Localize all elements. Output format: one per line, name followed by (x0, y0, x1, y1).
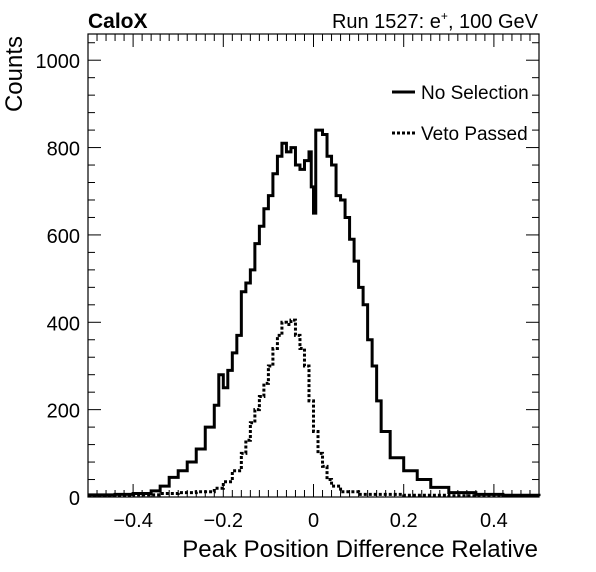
x-axis-title: Peak Position Difference Relative (182, 536, 538, 563)
y-tick-label: 0 (69, 488, 80, 510)
run-label: Run 1527: e+, 100 GeV (332, 9, 539, 33)
series-layer (88, 128, 541, 498)
y-tick-label: 800 (47, 139, 80, 161)
legend-label: No Selection (421, 83, 529, 104)
y-tick-label: 400 (47, 313, 80, 335)
x-tick-label: 0.4 (480, 510, 508, 532)
legend: No Selection Veto Passed (392, 83, 529, 145)
y-tick-label: 200 (47, 401, 80, 423)
run-label-prefix: Run 1527: e (332, 11, 441, 33)
y-tick-label: 600 (47, 226, 80, 248)
run-label-sup: + (441, 9, 448, 23)
y-axis-title: Counts (1, 36, 28, 112)
experiment-label: CaloX (88, 10, 148, 33)
y-tick-label: 1000 (36, 51, 81, 73)
run-label-suffix: , 100 GeV (448, 11, 539, 33)
axis-ticks: −0.4 −0.2 0 0.2 0.4 0 200 400 600 800 1000 (36, 34, 540, 532)
series-line-veto-passed (88, 318, 541, 498)
x-tick-label: −0.2 (204, 510, 243, 532)
series-line-no-selection (88, 128, 541, 497)
x-tick-label: 0 (308, 510, 319, 532)
x-tick-label: 0.2 (390, 510, 418, 532)
x-tick-label: −0.4 (113, 510, 152, 532)
legend-label: Veto Passed (421, 124, 528, 145)
